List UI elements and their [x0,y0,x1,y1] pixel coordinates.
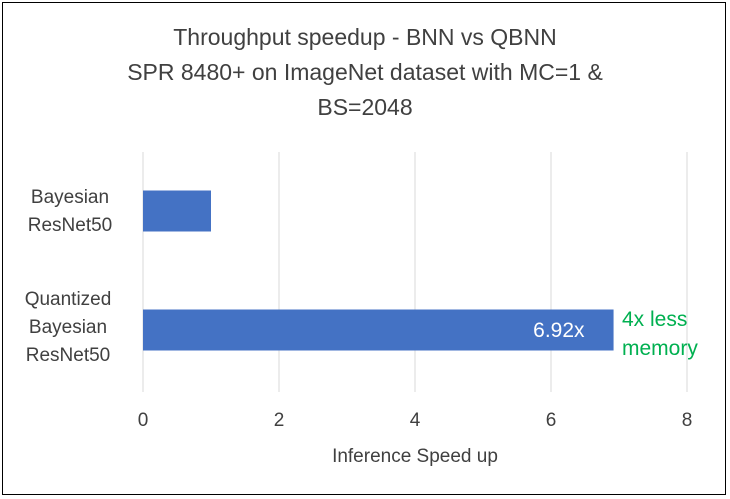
bar-1 [143,309,614,351]
chart-title: Throughput speedup - BNN vs QBNN SPR 848… [0,20,730,125]
chart-title-line-1: Throughput speedup - BNN vs QBNN [173,24,557,50]
x-tick-label: 0 [137,410,149,431]
category-label-bayesian-resnet50: Bayesian ResNet50 [5,184,135,240]
category-label-quantized-bayesian-resnet50: Quantized Bayesian ResNet50 [3,286,133,370]
x-tick-label: 8 [681,410,693,431]
annotation-line: 4x less [622,308,688,331]
chart-title-line-2: SPR 8480+ on ImageNet dataset with MC=1 … [127,59,603,85]
data-label-1: 6.92x [533,319,585,342]
category-label-line: Quantized [24,289,112,310]
x-tick-label: 4 [409,410,421,431]
category-label-line: ResNet50 [25,345,111,366]
category-label-line: Bayesian [28,317,108,338]
chart-title-line-3: BS=2048 [317,94,413,120]
memory-annotation: 4x less memory [622,305,698,363]
chart-frame [2,2,726,495]
x-tick-label: 2 [273,410,285,431]
annotation-line: memory [622,337,698,360]
category-label-line: Bayesian [30,187,110,208]
bar-0 [143,190,211,232]
category-label-line: ResNet50 [27,215,113,236]
x-tick-label: 6 [545,410,557,431]
x-axis-label: Inference Speed up [332,446,498,467]
